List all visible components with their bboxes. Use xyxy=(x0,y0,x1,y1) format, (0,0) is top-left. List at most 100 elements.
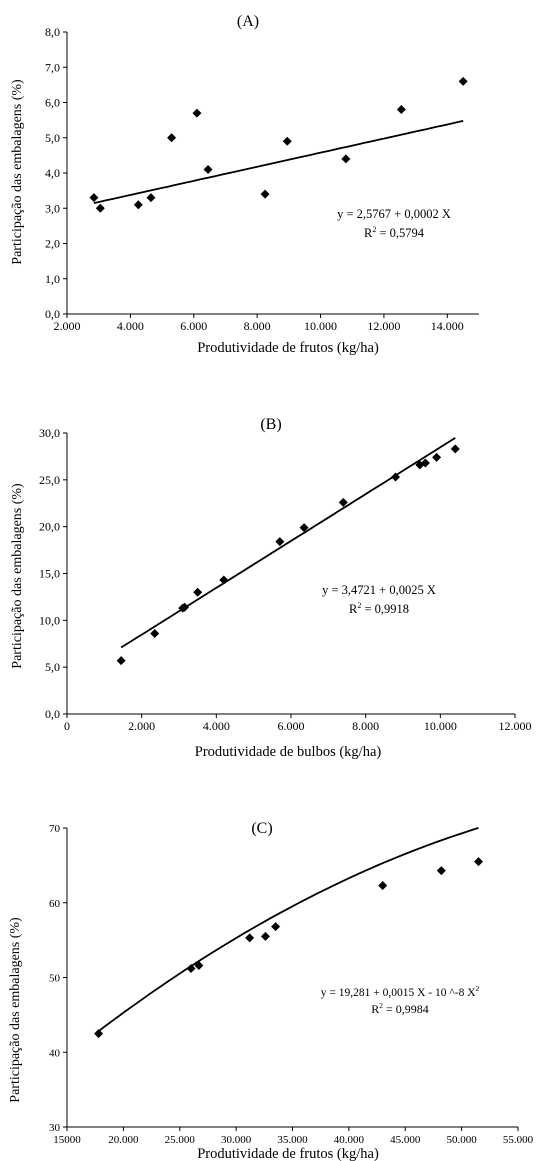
data-point xyxy=(186,964,196,974)
y-tick-label: 0,0 xyxy=(45,707,60,721)
x-tick-label: 2.000 xyxy=(128,719,155,733)
data-point xyxy=(167,133,177,143)
y-axis-label: Participação das embalagens (%) xyxy=(10,79,25,265)
y-tick-label: 20,0 xyxy=(39,520,60,534)
y-tick-label: 4,0 xyxy=(45,166,60,180)
r2-value: = 0,5794 xyxy=(376,226,424,240)
data-point xyxy=(271,922,281,932)
x-axis-label: Produtividade de frutos (kg/ha) xyxy=(197,1146,379,1161)
regression-equation: y = 19,281 + 0,0015 X - 10 ^-8 X2 xyxy=(321,984,480,999)
r-squared: R2 = 0,9984 xyxy=(371,1001,429,1016)
equation-text: y = 19,281 + 0,0015 X - 10 ^-8 X xyxy=(321,987,476,999)
y-axis: 0,0 1,0 2,0 3,0 4,0 5,0 6,0 7,0 8,0 xyxy=(45,25,67,321)
x-tick-label: 30.000 xyxy=(221,1134,252,1146)
x-axis-label: Produtividade de frutos (kg/ha) xyxy=(197,340,379,356)
regression-equation: y = 2,5767 + 0,0002 X xyxy=(337,207,451,221)
x-axis: 2.000 4.000 6.000 8.000 10.000 12.000 14.000 xyxy=(54,314,464,333)
equation-superscript: 2 xyxy=(476,984,480,993)
data-points xyxy=(116,444,460,666)
y-tick-label: 6,0 xyxy=(45,96,60,110)
y-tick-label: 8,0 xyxy=(45,25,60,39)
y-tick-label: 40 xyxy=(49,1047,61,1059)
data-point xyxy=(474,857,484,867)
data-point xyxy=(203,164,213,174)
r2-label: R xyxy=(364,226,373,240)
chart-c: (C) 30 40 50 60 70 15000 20.000 25.000 30.000 35… xyxy=(8,820,534,1161)
y-tick-label: 50 xyxy=(49,973,61,985)
x-axis: 15000 20.000 25.000 30.000 35.000 40.000 45.00… xyxy=(53,1127,534,1146)
r-squared: R2 = 0,5794 xyxy=(364,225,425,240)
y-tick-label: 5,0 xyxy=(45,131,60,145)
y-axis: 0,0 5,0 10,0 15,0 20,0 25,0 30,0 xyxy=(39,426,67,721)
data-point xyxy=(194,961,204,971)
y-tick-label: 15,0 xyxy=(39,567,60,581)
x-tick-label: 8.000 xyxy=(244,319,271,333)
x-tick-label: 45.000 xyxy=(390,1134,421,1146)
data-point xyxy=(192,108,202,118)
y-tick-label: 7,0 xyxy=(45,60,60,74)
chart-b: (B) 0,0 5,0 10,0 15,0 20,0 25,0 30,0 0 2.000 4.0… xyxy=(10,416,532,760)
data-point xyxy=(219,575,229,585)
data-point xyxy=(420,458,430,468)
data-point xyxy=(432,452,442,462)
x-axis: 0 2.000 4.000 6.000 8.000 10.000 12.000 xyxy=(64,714,532,733)
data-point xyxy=(275,537,285,547)
x-tick-label: 14.000 xyxy=(431,319,464,333)
data-point xyxy=(260,189,270,199)
x-tick-label: 12.000 xyxy=(499,719,532,733)
x-tick-label: 8.000 xyxy=(352,719,379,733)
y-tick-label: 30,0 xyxy=(39,426,60,440)
data-point xyxy=(391,472,401,482)
data-point xyxy=(146,193,156,203)
x-tick-label: 10.000 xyxy=(304,319,337,333)
x-tick-label: 25.000 xyxy=(165,1134,196,1146)
r-squared: R2 = 0,9918 xyxy=(349,601,409,616)
chart-title: (A) xyxy=(237,13,259,30)
x-tick-label: 12.000 xyxy=(367,319,400,333)
y-tick-label: 2,0 xyxy=(45,237,60,251)
y-tick-label: 1,0 xyxy=(45,272,60,286)
y-tick-label: 70 xyxy=(49,823,61,835)
x-tick-label: 40.000 xyxy=(334,1134,365,1146)
data-point xyxy=(450,444,460,454)
r2-superscript: 2 xyxy=(357,601,361,610)
y-axis-label: Participação das embalagens (%) xyxy=(10,483,25,669)
data-point xyxy=(193,587,203,597)
y-tick-label: 60 xyxy=(49,898,61,910)
x-tick-label: 2.000 xyxy=(54,319,81,333)
data-point xyxy=(436,866,446,876)
data-point xyxy=(299,523,309,533)
trendline xyxy=(120,437,456,649)
data-point xyxy=(95,203,105,213)
data-point xyxy=(116,656,126,666)
x-axis-label: Produtividade de bulbos (kg/ha) xyxy=(195,744,382,760)
y-tick-label: 25,0 xyxy=(39,473,60,487)
data-point xyxy=(260,931,270,941)
y-tick-label: 0,0 xyxy=(45,307,60,321)
x-tick-label: 10.000 xyxy=(424,719,457,733)
chart-title: (C) xyxy=(251,820,272,837)
data-point xyxy=(133,200,143,210)
x-tick-label: 6.000 xyxy=(278,719,305,733)
data-point xyxy=(282,136,292,146)
data-points xyxy=(89,76,468,213)
data-point xyxy=(89,193,99,203)
y-axis-label: Participação das embalagens (%) xyxy=(8,917,23,1103)
trendline xyxy=(98,827,479,1032)
r2-label: R xyxy=(371,1002,379,1016)
x-tick-label: 55.000 xyxy=(503,1134,534,1146)
r2-superscript: 2 xyxy=(379,1001,383,1010)
data-points xyxy=(94,857,484,1039)
x-tick-label: 50.000 xyxy=(447,1134,478,1146)
data-point xyxy=(396,105,406,115)
y-tick-label: 5,0 xyxy=(45,660,60,674)
data-point xyxy=(94,1029,104,1039)
data-point xyxy=(341,154,351,164)
r2-value: = 0,9984 xyxy=(383,1002,429,1016)
chart-a: (A) 0,0 1,0 2,0 3,0 4,0 5,0 6,0 7,0 8,0 2.000 4.0… xyxy=(10,13,479,356)
x-tick-label: 15000 xyxy=(53,1134,81,1146)
trendline xyxy=(93,120,464,204)
r2-value: = 0,9918 xyxy=(361,602,409,616)
x-tick-label: 4.000 xyxy=(117,319,144,333)
